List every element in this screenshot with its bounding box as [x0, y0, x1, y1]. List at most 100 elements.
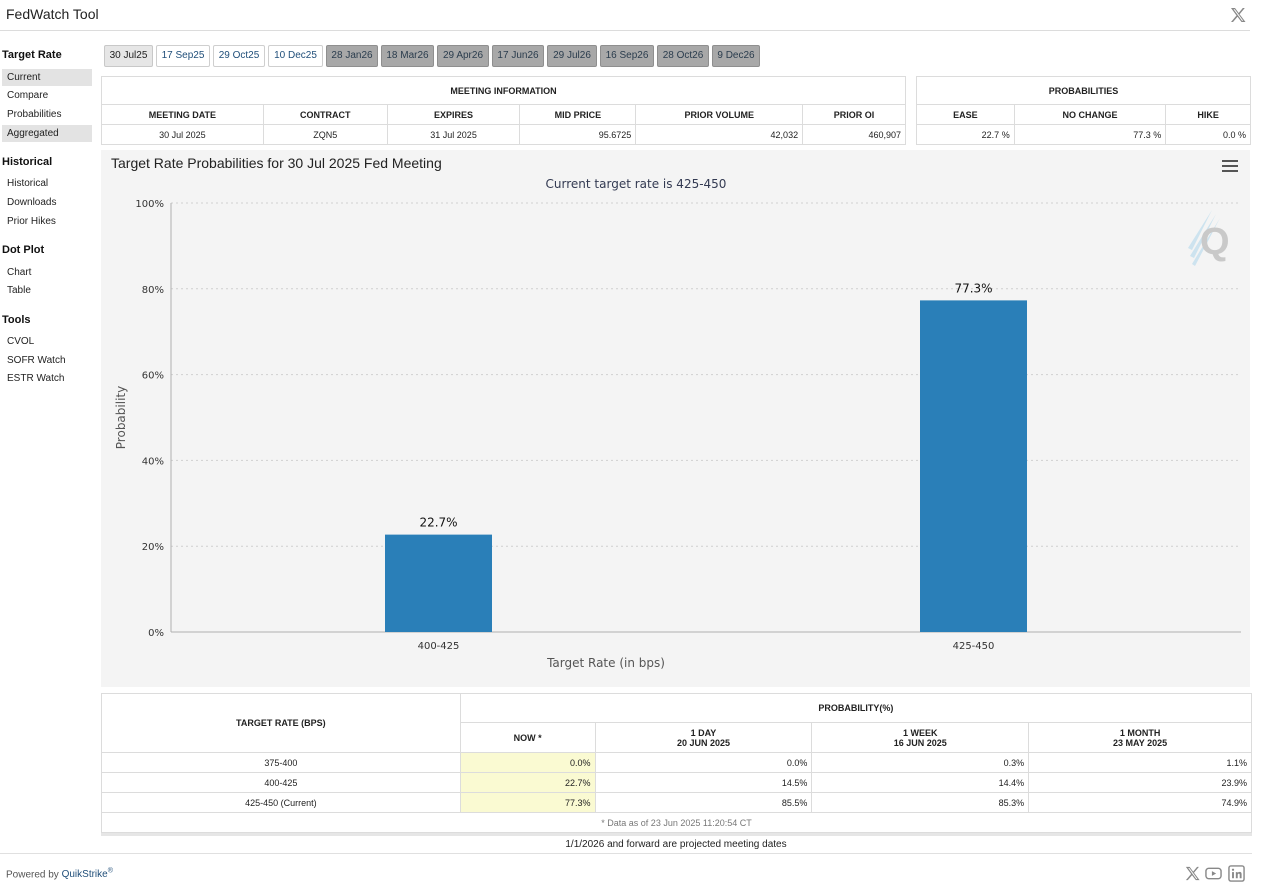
- sidebar-item-chart[interactable]: Chart: [7, 267, 32, 278]
- value-cell: 22.7%: [459, 772, 596, 793]
- sidebar-heading-historical: Historical: [2, 156, 53, 168]
- sidebar-item-cvol[interactable]: CVOL: [7, 336, 35, 347]
- y-tick-label: 20%: [142, 542, 164, 553]
- ease-cell: 22.7 %: [916, 124, 1015, 145]
- sidebar-item-downloads[interactable]: Downloads: [7, 197, 57, 208]
- value-cell: 14.5%: [594, 772, 813, 793]
- value-cell: 1.1%: [1028, 752, 1252, 773]
- rate-cell: 375-400: [101, 752, 461, 773]
- value-cell: 77.3%: [459, 792, 596, 813]
- meeting-date-cell: 30 Jul 2025: [101, 124, 264, 145]
- table-row: 425-450 (Current) 77.3% 85.5% 85.3% 74.9…: [101, 792, 1252, 813]
- value-cell: 0.0%: [594, 752, 813, 773]
- tab-meeting[interactable]: 29 Oct25: [213, 45, 265, 67]
- value-cell: 85.5%: [594, 792, 813, 813]
- x-icon[interactable]: [1184, 865, 1201, 882]
- tab-meeting[interactable]: 29 Jul26: [547, 45, 597, 67]
- quikstrike-link[interactable]: QuikStrike®: [61, 868, 113, 881]
- tab-meeting[interactable]: 30 Jul25: [104, 45, 153, 67]
- x-icon[interactable]: [1229, 6, 1247, 24]
- target-rate-header: TARGET RATE (BPS): [101, 693, 461, 753]
- youtube-icon[interactable]: [1205, 865, 1222, 882]
- probabilities-title: PROBABILITIES: [916, 76, 1251, 105]
- prior-volume-cell: 42,032: [635, 124, 804, 145]
- x-tick-label: 425-450: [953, 641, 995, 652]
- column-header: MEETING DATE: [101, 104, 264, 125]
- column-header: MID PRICE: [519, 104, 637, 125]
- meeting-info-title: MEETING INFORMATION: [101, 76, 906, 105]
- header-divider: [0, 30, 1250, 31]
- chart-subtitle: Current target rate is 425-450: [546, 177, 727, 191]
- menu-icon[interactable]: [1222, 160, 1238, 174]
- bar: [385, 534, 492, 632]
- contract-cell: ZQN5: [262, 124, 388, 145]
- now-column-header: NOW *: [459, 722, 596, 753]
- column-header: PRIOR OI: [802, 104, 906, 125]
- value-cell: 0.3%: [811, 752, 1030, 773]
- table-row: 400-425 22.7% 14.5% 14.4% 23.9%: [101, 772, 1252, 793]
- probability-group-header: PROBABILITY(%): [459, 693, 1253, 723]
- sidebar-heading-target-rate: Target Rate: [2, 49, 62, 61]
- app-title: FedWatch Tool: [6, 6, 99, 22]
- column-header: EASE: [916, 104, 1015, 125]
- tab-meeting[interactable]: 17 Sep25: [156, 45, 210, 67]
- one-month-column-header: 1 MONTH 23 MAY 2025: [1028, 722, 1252, 753]
- y-tick-label: 60%: [142, 371, 164, 382]
- meeting-info-table: MEETING INFORMATION MEETING DATE CONTRAC…: [101, 76, 906, 145]
- table-shadow: [101, 833, 1252, 836]
- tab-meeting[interactable]: 28 Jan26: [326, 45, 378, 67]
- powered-by-label: Powered by: [6, 869, 62, 881]
- sidebar-item-sofr-watch[interactable]: SOFR Watch: [7, 355, 66, 366]
- y-tick-label: 100%: [135, 199, 164, 210]
- sidebar-item-probabilities[interactable]: Probabilities: [7, 109, 62, 120]
- tab-meeting[interactable]: 16 Sep26: [600, 45, 654, 67]
- sidebar-item-compare[interactable]: Compare: [7, 90, 49, 101]
- tab-meeting[interactable]: 10 Dec25: [268, 45, 323, 67]
- rate-cell: 400-425: [101, 772, 461, 793]
- prior-oi-cell: 460,907: [802, 124, 906, 145]
- chart-title: Target Rate Probabilities for 30 Jul 202…: [111, 155, 442, 171]
- hike-cell: 0.0 %: [1165, 124, 1251, 145]
- x-axis-title: Target Rate (in bps): [546, 656, 665, 670]
- column-header: HIKE: [1165, 104, 1251, 125]
- no-change-cell: 77.3 %: [1013, 124, 1167, 145]
- expires-cell: 31 Jul 2025: [386, 124, 521, 145]
- sidebar-item-estr-watch[interactable]: ESTR Watch: [7, 373, 65, 384]
- tab-meeting[interactable]: 18 Mar26: [381, 45, 434, 67]
- y-tick-label: 0%: [148, 628, 164, 639]
- data-timestamp-note: * Data as of 23 Jun 2025 11:20:54 CT: [101, 812, 1252, 833]
- chart-panel: Target Rate Probabilities for 30 Jul 202…: [101, 150, 1250, 687]
- sidebar-item-table[interactable]: Table: [7, 285, 31, 296]
- tab-meeting[interactable]: 9 Dec26: [712, 45, 760, 67]
- data-label: 77.3%: [954, 281, 992, 295]
- probability-history-table: TARGET RATE (BPS) PROBABILITY(%) NOW * 1…: [101, 693, 1253, 833]
- probabilities-table: PROBABILITIES EASE NO CHANGE HIKE 22.7 %…: [916, 76, 1251, 145]
- sidebar-heading-dot-plot: Dot Plot: [2, 244, 45, 256]
- sidebar-item-current[interactable]: Current: [2, 69, 92, 86]
- sidebar-item-prior-hikes[interactable]: Prior Hikes: [7, 216, 56, 227]
- y-tick-label: 80%: [142, 285, 164, 296]
- linkedin-icon[interactable]: [1228, 865, 1245, 882]
- bar-chart: Current target rate is 425-450 0% 20% 40% 60…: [114, 177, 1241, 670]
- value-cell: 0.0%: [459, 752, 596, 773]
- bar: [920, 300, 1027, 632]
- y-axis-title: Probability: [114, 386, 128, 449]
- x-tick-label: 400-425: [418, 641, 460, 652]
- column-header: PRIOR VOLUME: [635, 104, 804, 125]
- value-cell: 85.3%: [811, 792, 1030, 813]
- tab-meeting[interactable]: 28 Oct26: [657, 45, 709, 67]
- sidebar-item-aggregated[interactable]: Aggregated: [2, 125, 92, 142]
- sidebar-heading-tools: Tools: [2, 314, 31, 326]
- powered-by: Powered by QuikStrike®: [6, 868, 113, 880]
- column-header: EXPIRES: [386, 104, 521, 125]
- footer-divider: [0, 853, 1252, 854]
- tab-meeting[interactable]: 17 Jun26: [492, 45, 544, 67]
- sidebar-item-historical[interactable]: Historical: [7, 178, 49, 189]
- rate-cell: 425-450 (Current): [101, 792, 461, 813]
- projected-dates-note: 1/1/2026 and forward are projected meeti…: [565, 839, 787, 850]
- value-cell: 74.9%: [1028, 792, 1252, 813]
- data-label: 22.7%: [419, 516, 457, 530]
- column-header: CONTRACT: [262, 104, 388, 125]
- table-row: 375-400 0.0% 0.0% 0.3% 1.1%: [101, 752, 1252, 773]
- tab-meeting[interactable]: 29 Apr26: [437, 45, 489, 67]
